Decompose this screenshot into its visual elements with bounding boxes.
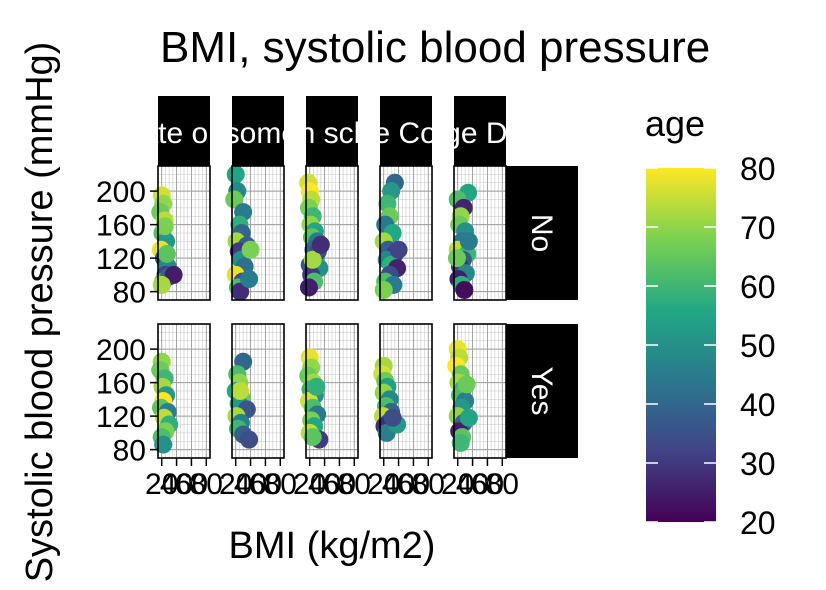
legend-title: age — [645, 103, 705, 144]
data-point — [240, 270, 259, 289]
facet-row-label: Yes — [525, 367, 558, 416]
y-tick-label: 80 — [113, 277, 146, 310]
data-point — [240, 430, 259, 449]
panel-border — [379, 165, 433, 301]
facet-strip-label: Some College — [312, 117, 500, 150]
x-tick-label: 20 — [219, 468, 252, 501]
data-point — [157, 244, 176, 263]
y-tick-label: 200 — [96, 176, 146, 209]
x-tick-label: 40 — [160, 468, 193, 501]
data-point — [307, 377, 326, 396]
data-point — [457, 375, 476, 394]
x-tick-label: 80 — [264, 468, 297, 501]
panel-border — [231, 165, 285, 301]
data-point — [459, 408, 478, 427]
facet-strip-column — [454, 96, 506, 166]
x-tick-label: 20 — [367, 468, 400, 501]
data-point — [311, 235, 330, 254]
facet-strip-column — [232, 96, 284, 166]
panel-border — [453, 323, 507, 459]
y-tick-label: 120 — [96, 401, 146, 434]
panel-border — [231, 323, 285, 459]
data-point — [241, 240, 260, 259]
data-point — [225, 190, 244, 209]
data-point — [374, 280, 393, 299]
x-tick-label: 40 — [456, 468, 489, 501]
legend-tick-label: 40 — [740, 387, 776, 423]
data-point — [299, 278, 318, 297]
panel-border — [305, 165, 359, 301]
data-point — [303, 250, 322, 269]
color-legend: age 20 30 40 50 60 70 80 — [645, 103, 776, 541]
y-axis-label: Systolic blood pressure (mmHg) — [19, 42, 61, 583]
x-tick-label: 20 — [441, 468, 474, 501]
facet-strip-row — [506, 166, 578, 300]
data-point — [451, 433, 470, 452]
y-tick-label: 200 — [96, 334, 146, 367]
chart-title: BMI, systolic blood pressure — [160, 23, 710, 72]
facet-strip-label: College Degree — [376, 117, 584, 150]
x-tick-label: 60 — [323, 468, 356, 501]
legend-tick-label: 30 — [740, 446, 776, 482]
x-tick-label: 80 — [412, 468, 445, 501]
facet-strip-row — [506, 324, 578, 458]
facet-row-label: No — [525, 214, 558, 252]
x-tick-label: 60 — [175, 468, 208, 501]
data-point — [303, 428, 322, 447]
facet-strip-column — [158, 96, 210, 166]
y-tick-label: 160 — [96, 210, 146, 243]
facet-strip-column — [380, 96, 432, 166]
legend-tick-label: 80 — [740, 151, 776, 187]
legend-tick-label: 70 — [740, 210, 776, 246]
legend-tick-label: 60 — [740, 269, 776, 305]
y-tick-label: 160 — [96, 368, 146, 401]
data-point — [226, 165, 245, 184]
panel-border — [305, 323, 359, 459]
data-point — [154, 435, 173, 454]
x-tick-label: 20 — [145, 468, 178, 501]
x-tick-label: 40 — [308, 468, 341, 501]
x-axis-label: BMI (kg/m2) — [229, 525, 436, 567]
x-tick-label: 80 — [486, 468, 519, 501]
panel-border — [157, 165, 211, 301]
data-point — [459, 232, 478, 251]
x-tick-label: 80 — [338, 468, 371, 501]
data-point — [383, 408, 402, 427]
facet-strip-label: College/some college — [115, 117, 402, 150]
data-point — [389, 240, 408, 259]
facet-strip-label: Graduate or higher — [58, 117, 310, 150]
x-tick-label: 60 — [397, 468, 430, 501]
panel-border — [453, 165, 507, 301]
data-point — [447, 249, 466, 268]
legend-tick-label: 50 — [740, 328, 776, 364]
x-tick-label: 60 — [471, 468, 504, 501]
x-tick-label: 20 — [293, 468, 326, 501]
facet-strip-column — [306, 96, 358, 166]
data-point — [455, 280, 474, 299]
legend-tick-label: 20 — [740, 505, 776, 541]
x-tick-label: 60 — [249, 468, 282, 501]
y-tick-label: 80 — [113, 435, 146, 468]
data-point — [231, 382, 250, 400]
data-point — [164, 265, 183, 284]
facet-strip-label: High school — [254, 117, 411, 150]
x-tick-label: 40 — [382, 468, 415, 501]
x-tick-label: 80 — [190, 468, 223, 501]
y-tick-label: 120 — [96, 243, 146, 276]
panel-border — [157, 323, 211, 459]
data-point — [155, 217, 174, 236]
x-tick-label: 40 — [234, 468, 267, 501]
data-point — [231, 282, 250, 301]
panel-border — [379, 323, 433, 459]
